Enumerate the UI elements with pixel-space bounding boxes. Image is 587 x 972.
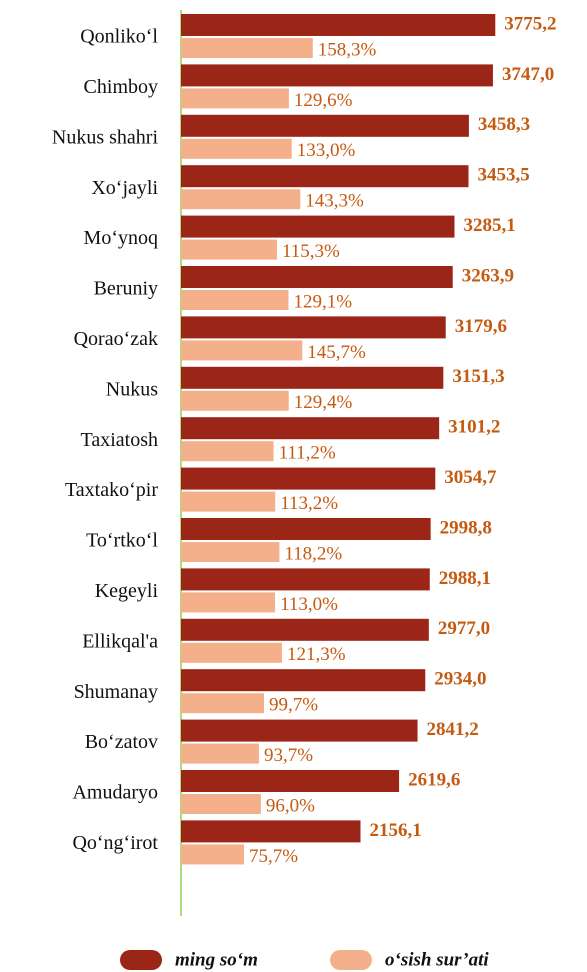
value-label: 2977,0 xyxy=(438,618,490,639)
bar xyxy=(181,189,301,210)
value-label: 3775,2 xyxy=(504,13,556,34)
bar xyxy=(181,366,444,389)
value-label: 129,6% xyxy=(294,90,353,111)
bar xyxy=(181,592,276,613)
bar xyxy=(181,820,361,843)
bar xyxy=(181,390,289,411)
bar xyxy=(181,719,418,742)
bar xyxy=(181,844,245,865)
value-label: 3453,5 xyxy=(478,165,530,186)
bar xyxy=(181,266,453,288)
bar xyxy=(181,215,455,238)
value-label: 121,3% xyxy=(287,644,346,665)
bar xyxy=(181,239,277,260)
category-label: Amudaryo xyxy=(72,782,158,804)
bar xyxy=(181,290,289,310)
bar xyxy=(181,88,289,109)
bar xyxy=(181,491,276,512)
bar xyxy=(181,518,431,540)
value-label: 113,2% xyxy=(280,493,338,514)
category-label: Qorao‘zak xyxy=(74,328,158,350)
category-label: Kegeyli xyxy=(95,580,159,602)
value-label: 111,2% xyxy=(279,443,336,464)
category-label: Xo‘jayli xyxy=(91,177,158,199)
value-label: 3263,9 xyxy=(462,265,514,286)
bar xyxy=(181,669,426,692)
value-label: 2841,2 xyxy=(427,719,479,740)
category-label: Nukus xyxy=(106,378,158,400)
value-label: 2156,1 xyxy=(369,820,421,841)
value-label: 3285,1 xyxy=(463,215,515,236)
bar xyxy=(181,794,261,814)
value-label: 118,2% xyxy=(284,543,342,564)
value-label: 113,0% xyxy=(280,594,338,615)
category-label: Taxtako‘pir xyxy=(65,479,158,501)
bar xyxy=(181,64,493,87)
bar xyxy=(181,618,429,641)
legend-swatch xyxy=(120,950,162,970)
value-label: 96,0% xyxy=(266,795,315,816)
bar xyxy=(181,114,469,137)
legend-label: ming so‘m xyxy=(175,949,258,970)
category-label: Qonliko‘l xyxy=(80,26,158,48)
bar xyxy=(181,542,280,562)
bar xyxy=(181,568,430,591)
value-label: 99,7% xyxy=(269,695,318,716)
category-label: Taxiatosh xyxy=(81,429,158,451)
category-label: Bo‘zatov xyxy=(85,731,158,753)
category-label: Shumanay xyxy=(74,681,158,703)
value-label: 3101,2 xyxy=(448,417,500,438)
value-label: 75,7% xyxy=(249,846,298,867)
value-label: 3179,6 xyxy=(455,316,507,337)
value-label: 2998,8 xyxy=(440,517,492,538)
bar xyxy=(181,743,260,764)
bar xyxy=(181,38,313,58)
value-label: 129,1% xyxy=(293,291,352,312)
value-label: 3458,3 xyxy=(478,114,530,135)
bar xyxy=(181,441,274,462)
value-label: 2988,1 xyxy=(439,568,491,589)
category-label: To‘rtko‘l xyxy=(86,530,158,552)
value-label: 93,7% xyxy=(264,745,313,766)
value-label: 129,4% xyxy=(294,392,353,413)
category-label: Mo‘ynoq xyxy=(84,227,158,249)
bar xyxy=(181,316,446,339)
value-label: 143,3% xyxy=(305,191,364,212)
value-label: 133,0% xyxy=(297,140,356,161)
bar xyxy=(181,693,265,714)
bar xyxy=(181,14,496,36)
bar xyxy=(181,165,469,188)
value-label: 2934,0 xyxy=(434,669,486,690)
value-label: 2619,6 xyxy=(408,769,460,790)
legend-swatch xyxy=(330,950,372,970)
category-label: Beruniy xyxy=(94,278,158,300)
legend-label: o‘sish sur’ati xyxy=(385,949,489,970)
value-label: 145,7% xyxy=(307,342,366,363)
bar xyxy=(181,417,440,440)
value-label: 3151,3 xyxy=(452,366,504,387)
category-label: Ellikqal'a xyxy=(82,630,158,652)
value-label: 3054,7 xyxy=(444,467,497,488)
value-label: 115,3% xyxy=(282,241,340,262)
bar xyxy=(181,340,303,361)
value-label: 3747,0 xyxy=(502,64,554,85)
bar xyxy=(181,467,436,490)
value-label: 158,3% xyxy=(318,39,377,60)
bar xyxy=(181,138,292,159)
category-label: Nukus shahri xyxy=(52,126,159,148)
category-label: Qo‘ng‘irot xyxy=(72,832,158,854)
category-label: Chimboy xyxy=(84,76,158,98)
bar xyxy=(181,770,400,792)
bar xyxy=(181,642,282,663)
